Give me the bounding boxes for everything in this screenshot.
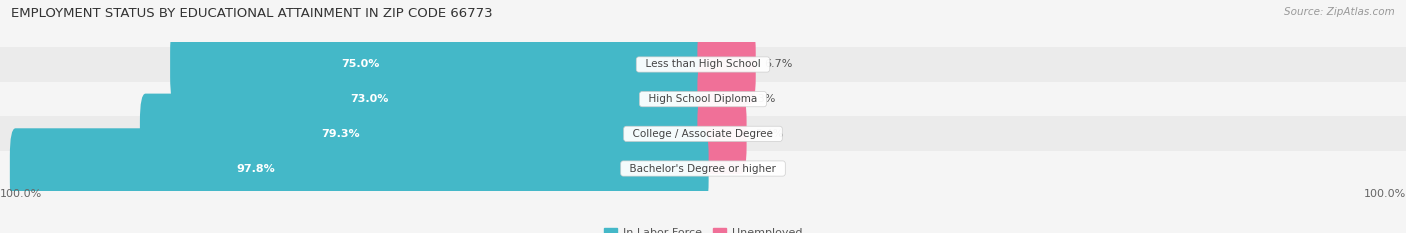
Text: 5.4%: 5.4% xyxy=(755,129,783,139)
FancyBboxPatch shape xyxy=(141,94,709,174)
FancyBboxPatch shape xyxy=(697,24,756,105)
Text: 100.0%: 100.0% xyxy=(0,189,42,199)
FancyBboxPatch shape xyxy=(697,59,740,139)
Text: 0.0%: 0.0% xyxy=(717,164,745,174)
Text: High School Diploma: High School Diploma xyxy=(643,94,763,104)
Bar xyxy=(0,116,1406,151)
Text: Bachelor's Degree or higher: Bachelor's Degree or higher xyxy=(623,164,783,174)
Text: Source: ZipAtlas.com: Source: ZipAtlas.com xyxy=(1284,7,1395,17)
Text: 6.7%: 6.7% xyxy=(765,59,793,69)
Text: 79.3%: 79.3% xyxy=(322,129,360,139)
Bar xyxy=(0,151,1406,186)
Text: Less than High School: Less than High School xyxy=(638,59,768,69)
Text: College / Associate Degree: College / Associate Degree xyxy=(626,129,780,139)
Text: 97.8%: 97.8% xyxy=(236,164,276,174)
FancyBboxPatch shape xyxy=(170,24,709,105)
Text: EMPLOYMENT STATUS BY EDUCATIONAL ATTAINMENT IN ZIP CODE 66773: EMPLOYMENT STATUS BY EDUCATIONAL ATTAINM… xyxy=(11,7,494,20)
Text: 4.3%: 4.3% xyxy=(748,94,776,104)
FancyBboxPatch shape xyxy=(184,59,709,139)
Text: 100.0%: 100.0% xyxy=(1364,189,1406,199)
Bar xyxy=(0,47,1406,82)
FancyBboxPatch shape xyxy=(10,128,709,209)
Text: 75.0%: 75.0% xyxy=(342,59,380,69)
FancyBboxPatch shape xyxy=(697,94,747,174)
Legend: In Labor Force, Unemployed: In Labor Force, Unemployed xyxy=(599,223,807,233)
Text: 73.0%: 73.0% xyxy=(350,94,388,104)
Bar xyxy=(0,82,1406,116)
